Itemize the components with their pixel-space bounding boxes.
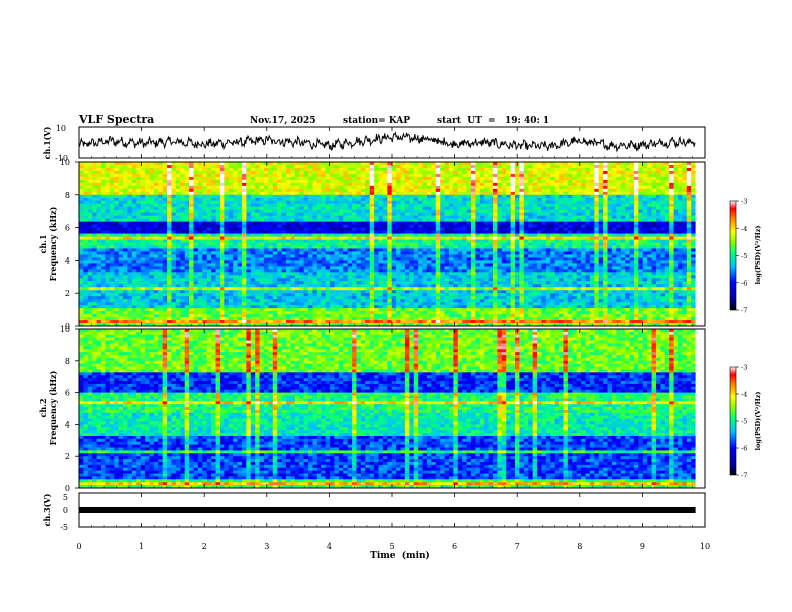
ch1-spectrogram-panel: 0 2 4 6 8 10 ch.1 Frequency (kHz) [38,158,706,331]
x-tick-6: 6 [452,542,457,551]
ch2-spectrogram-ylabel-channel: ch.2 [38,398,48,417]
ch1-spectrogram-ytick-6: 6 [65,224,70,233]
x-tick-5: 5 [389,542,394,551]
ch1-spectrogram-ytick-4: 4 [65,256,70,265]
ch1-spectrogram-image [79,162,705,327]
ch3-waveform-band [79,507,696,513]
x-tick-7: 7 [515,542,520,551]
x-tick-9: 9 [640,542,645,551]
ch1-colorbar-tick--5: -5 [741,252,747,260]
ch2-spectrogram-ytick-6: 6 [65,389,70,398]
date-label: Nov.17, 2025 [250,116,316,126]
ch3-ytick-5: 5 [63,493,68,502]
ch1-waveform-ytick-bottom: -10 [55,154,68,163]
figure-title: VLF Spectra [78,113,154,126]
ch1-waveform-line [78,131,696,153]
ch2-spectrogram-panel: 0 2 4 6 8 10 ch.2 Frequency (kHz) [38,325,706,493]
ch2-colorbar-tick--7: -7 [741,472,747,480]
x-tick-8: 8 [577,542,582,551]
ch1-spectrogram-ytick-8: 8 [65,191,70,200]
x-tick-10: 10 [700,542,710,551]
ch1-colorbar-tick--4: -4 [741,225,747,233]
station-label: station= KAP [343,116,410,126]
ch1-waveform-ylabel: ch.1(V) [42,126,52,159]
ch1-colorbar-tick--3: -3 [741,198,747,206]
start-ut-label: start UT = 19: 40: 1 [437,116,549,126]
x-tick-1: 1 [139,542,144,551]
ch2-colorbar-tick--3: -3 [741,364,747,372]
ch2-spectrogram-ytick-2: 2 [65,452,70,461]
ch2-colorbar-scale [729,366,737,476]
ch1-spectrogram-ylabel: Frequency (kHz) [48,206,58,281]
ch3-ytick-0: 0 [63,506,68,515]
ch1-waveform-ytick-top: 10 [56,124,66,133]
ch2-colorbar: -3 -4 -5 -6 -7 log(PSD)(V²/Hz) [729,364,762,480]
x-tick-0: 0 [76,542,81,551]
ch1-spectrogram-ytick-2: 2 [65,289,70,298]
ch3-waveform-ylabel: ch.3(V) [42,493,52,526]
ch1-colorbar-label: log(PSD)(V²/Hz) [754,226,762,285]
x-tick-2: 2 [202,542,207,551]
ch2-colorbar-tick--5: -5 [741,418,747,426]
ch1-colorbar-tick--7: -7 [741,307,747,315]
ch3-ytick-minus5: -5 [60,523,68,532]
ch2-spectrogram-ytick-8: 8 [65,357,70,366]
ch2-spectrogram-ytick-4: 4 [65,420,70,429]
ch2-spectrogram-ylabel: Frequency (kHz) [48,370,58,445]
x-axis-label: Time (min) [370,550,430,561]
ch2-spectrogram-ytick-10: 10 [60,325,70,334]
ch2-spectrogram-image [79,329,705,489]
ch2-colorbar-tick--6: -6 [741,445,747,453]
ch1-colorbar-tick--6: -6 [741,279,747,287]
x-tick-4: 4 [327,542,332,551]
x-tick-3: 3 [264,542,269,551]
ch1-colorbar-scale [729,200,737,311]
ch3-waveform-panel: 5 0 -5 ch.3(V) 0 1 2 3 4 5 6 7 8 9 10 Time (min) [42,127,710,561]
ch1-spectrogram-ylabel-channel: ch.1 [38,234,48,253]
ch2-colorbar-tick--4: -4 [741,391,747,399]
ch1-spectrogram-ytick-10: 10 [60,158,70,167]
ch2-spectrogram-ytick-0: 0 [65,484,70,493]
ch1-colorbar: -3 -4 -5 -6 -7 log(PSD)(V²/Hz) [729,198,762,315]
ch1-spectrogram-ytick-0: 0 [65,322,70,331]
ch2-colorbar-label: log(PSD)(V²/Hz) [754,392,762,451]
